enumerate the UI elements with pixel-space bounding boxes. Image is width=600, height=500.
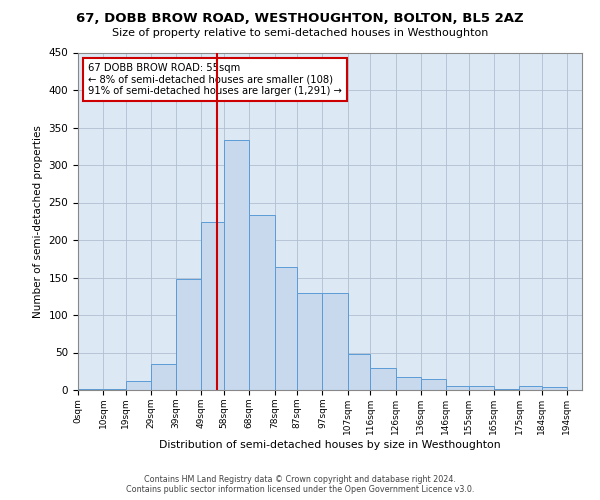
Bar [395, 376, 421, 390]
Y-axis label: Number of semi-detached properties: Number of semi-detached properties [33, 125, 43, 318]
Text: 67, DOBB BROW ROAD, WESTHOUGHTON, BOLTON, BL5 2AZ: 67, DOBB BROW ROAD, WESTHOUGHTON, BOLTON… [76, 12, 524, 26]
Bar [370, 368, 395, 390]
Bar [126, 381, 151, 390]
Bar [176, 279, 202, 390]
Bar [322, 292, 347, 390]
Bar [250, 214, 275, 390]
Bar [202, 222, 224, 390]
Bar [151, 364, 176, 390]
X-axis label: Distribution of semi-detached houses by size in Westhoughton: Distribution of semi-detached houses by … [159, 440, 501, 450]
Bar [103, 389, 126, 390]
Bar [224, 140, 250, 390]
Bar [469, 386, 494, 390]
Text: 67 DOBB BROW ROAD: 55sqm
← 8% of semi-detached houses are smaller (108)
91% of s: 67 DOBB BROW ROAD: 55sqm ← 8% of semi-de… [88, 62, 342, 96]
Bar [519, 386, 542, 390]
Text: Size of property relative to semi-detached houses in Westhoughton: Size of property relative to semi-detach… [112, 28, 488, 38]
Text: Contains HM Land Registry data © Crown copyright and database right 2024.
Contai: Contains HM Land Registry data © Crown c… [126, 474, 474, 494]
Bar [78, 388, 103, 390]
Bar [347, 354, 370, 390]
Bar [421, 379, 446, 390]
Bar [275, 267, 297, 390]
Bar [494, 389, 519, 390]
Bar [542, 387, 567, 390]
Bar [446, 386, 469, 390]
Bar [297, 292, 322, 390]
